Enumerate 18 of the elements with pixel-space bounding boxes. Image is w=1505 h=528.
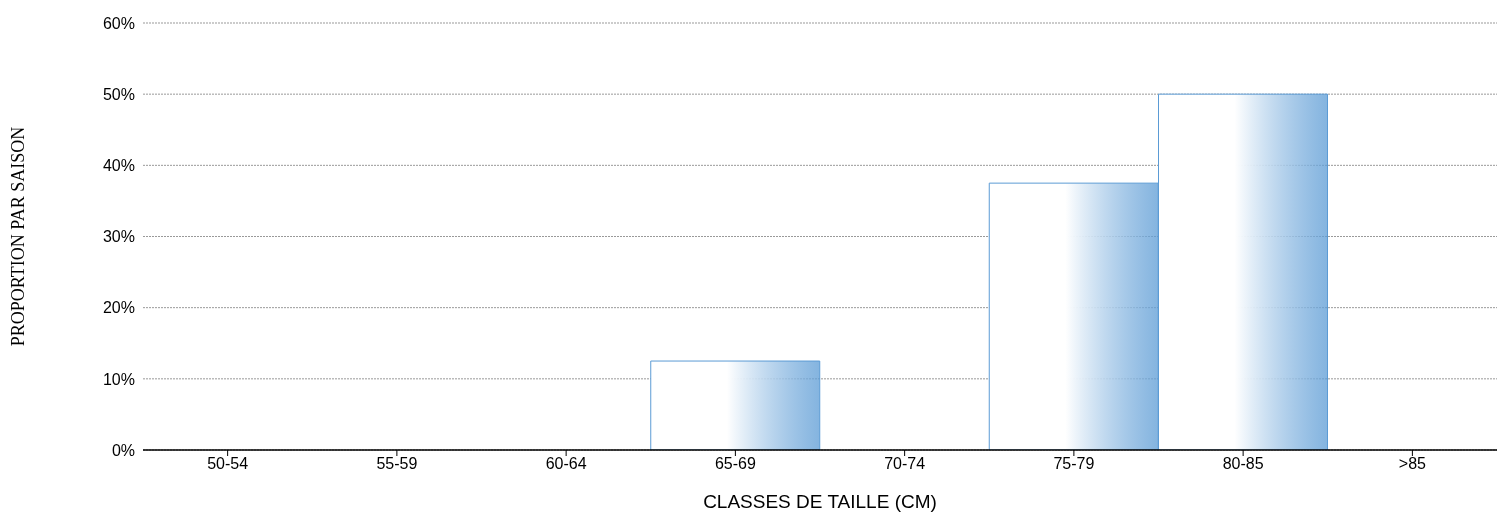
y-tick-label: 20% [102,299,135,317]
y-tick-label: 50% [102,85,135,103]
x-tick-label: 55-59 [376,455,418,473]
x-tick-label: 65-69 [714,455,756,473]
x-tick-label: >85 [1398,455,1427,473]
x-tick-label: 70-74 [884,455,926,473]
x-tick-label: 80-85 [1222,455,1264,473]
x-axis-title: CLASSES DE TAILLE (CM) [703,491,937,512]
y-tick-label: 40% [102,157,135,175]
x-tick-label: 50-54 [207,455,249,473]
y-tick-label: 0% [111,441,135,459]
y-tick-label: 60% [102,14,135,32]
y-tick-label: 30% [102,228,135,246]
y-axis-title: PROPORTION PAR SAISON [8,126,29,347]
x-tick-label: 60-64 [545,455,587,473]
y-tick-label: 10% [102,370,135,388]
x-tick-label: 75-79 [1053,455,1095,473]
bar [650,360,821,450]
